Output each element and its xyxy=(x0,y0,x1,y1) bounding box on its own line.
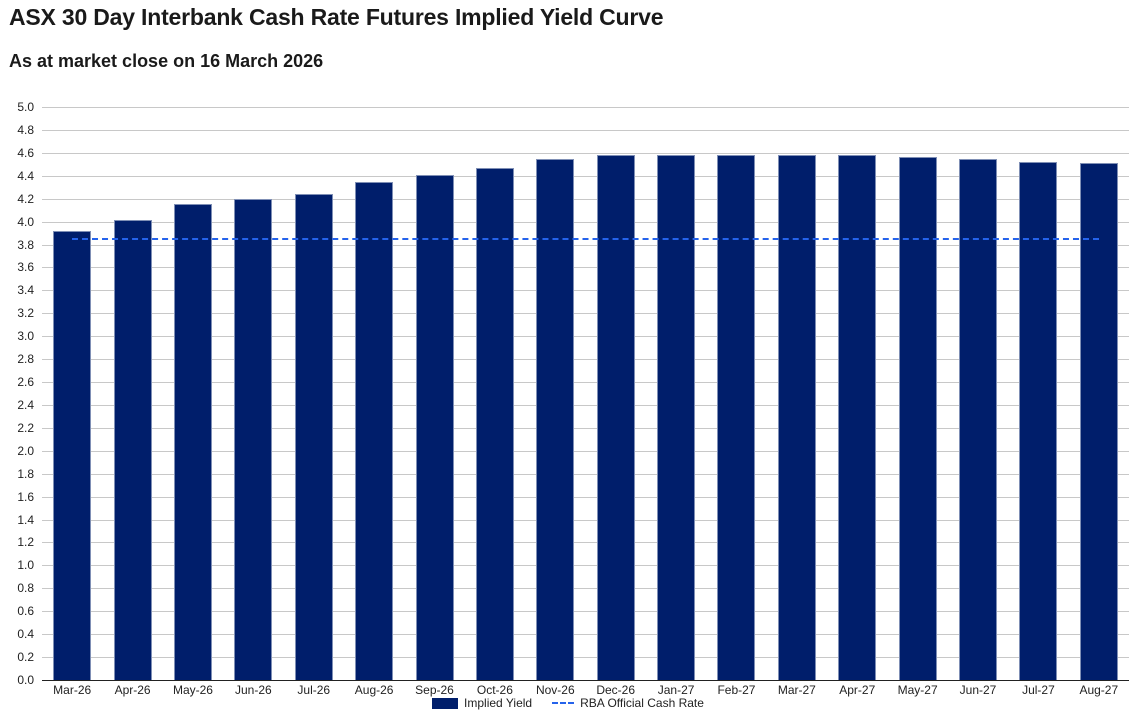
x-axis-line xyxy=(42,680,1129,681)
y-tick-label: 1.6 xyxy=(17,489,34,504)
y-tick-label: 0.0 xyxy=(17,673,34,687)
x-tick-label: Apr-26 xyxy=(114,683,151,697)
bar-implied-yield xyxy=(536,158,575,680)
gridline xyxy=(42,221,1129,223)
bar-implied-yield xyxy=(596,155,635,680)
gridline xyxy=(42,404,1129,406)
y-tick-label: 2.6 xyxy=(17,375,34,390)
gridline xyxy=(42,588,1129,590)
y-tick-label: 4.2 xyxy=(17,191,34,206)
y-tick-label: 0.8 xyxy=(17,581,34,596)
bar-implied-yield xyxy=(838,155,877,680)
y-tick-label: 4.6 xyxy=(17,145,34,160)
gridline xyxy=(42,175,1129,177)
gridline xyxy=(42,450,1129,452)
y-tick-label: 0.2 xyxy=(17,650,34,665)
x-tick-label: Jun-27 xyxy=(959,683,997,697)
gridline xyxy=(42,611,1129,613)
legend: Implied Yield RBA Official Cash Rate xyxy=(0,696,1136,710)
bar-implied-yield xyxy=(717,155,756,680)
bar-implied-yield xyxy=(355,181,394,680)
gridline xyxy=(42,198,1129,200)
x-tick-label: May-27 xyxy=(897,683,938,697)
gridline xyxy=(42,382,1129,384)
x-tick-label: Aug-27 xyxy=(1079,683,1119,697)
x-tick-label: Dec-26 xyxy=(596,683,636,697)
bar-implied-yield xyxy=(173,204,212,680)
gridline xyxy=(42,496,1129,498)
bar-implied-yield xyxy=(234,198,273,680)
gridline xyxy=(42,152,1129,154)
x-tick-label: Aug-26 xyxy=(354,683,394,697)
x-tick-label: Sep-26 xyxy=(415,683,454,697)
y-tick-label: 1.0 xyxy=(17,558,34,573)
x-tick-label: Apr-27 xyxy=(839,683,876,697)
gridline xyxy=(42,565,1129,567)
y-tick-label: 1.2 xyxy=(17,535,34,550)
gridline xyxy=(42,634,1129,636)
gridline xyxy=(42,427,1129,429)
y-tick-label: 2.0 xyxy=(17,443,34,458)
x-tick-label: Nov-26 xyxy=(535,683,575,697)
chart-title: ASX 30 Day Interbank Cash Rate Futures I… xyxy=(9,4,664,30)
y-tick-label: 0.4 xyxy=(17,627,34,642)
y-tick-label: 3.6 xyxy=(17,260,34,275)
x-tick-label: Mar-26 xyxy=(53,683,92,697)
chart-subtitle: As at market close on 16 March 2026 xyxy=(9,51,324,71)
y-tick-label: 4.4 xyxy=(17,168,34,183)
y-tick-label: 2.2 xyxy=(17,420,34,435)
bar-implied-yield xyxy=(1079,163,1118,680)
y-tick-label: 3.0 xyxy=(17,329,34,344)
bar-implied-yield xyxy=(959,158,998,680)
bar-implied-yield xyxy=(777,155,816,680)
bar-implied-yield xyxy=(475,167,514,680)
gridline xyxy=(42,657,1129,659)
y-tick-label: 2.8 xyxy=(17,352,34,367)
x-tick-label: Mar-27 xyxy=(777,683,816,697)
gridline xyxy=(42,473,1129,475)
legend-implied-yield: Implied Yield xyxy=(464,696,533,710)
y-tick-label: 4.0 xyxy=(17,214,34,229)
rba-cash-rate-line xyxy=(72,237,1099,240)
legend-cash-rate: RBA Official Cash Rate xyxy=(580,696,704,710)
x-tick-label: Oct-26 xyxy=(476,683,513,697)
y-tick-label: 5.0 xyxy=(17,100,34,114)
gridline xyxy=(42,290,1129,292)
bar-implied-yield xyxy=(657,155,696,680)
y-tick-label: 3.8 xyxy=(17,237,34,252)
gridline xyxy=(42,313,1129,315)
gridline xyxy=(42,244,1129,246)
implied-yield-swatch-icon xyxy=(432,697,459,709)
bar-implied-yield xyxy=(898,157,937,680)
y-tick-label: 0.6 xyxy=(17,604,34,619)
x-tick-label: Feb-27 xyxy=(717,683,756,697)
gridline xyxy=(42,359,1129,361)
gridline xyxy=(42,336,1129,338)
y-tick-label: 1.8 xyxy=(17,466,34,481)
gridline xyxy=(42,542,1129,544)
y-tick-label: 4.8 xyxy=(17,122,34,137)
gridline xyxy=(42,519,1129,521)
bar-implied-yield xyxy=(113,220,152,680)
x-tick-label: Jun-26 xyxy=(235,683,272,697)
x-tick-label: Jul-26 xyxy=(297,683,331,697)
bar-implied-yield xyxy=(1019,162,1058,680)
gridline xyxy=(42,129,1129,131)
bar-implied-yield xyxy=(294,194,333,680)
gridline xyxy=(42,107,1129,108)
y-tick-label: 1.4 xyxy=(17,512,34,527)
gridline xyxy=(42,267,1129,269)
x-tick-label: Jul-27 xyxy=(1022,683,1055,697)
cash-rate-dash-icon xyxy=(552,702,575,704)
plot-area xyxy=(42,107,1129,680)
y-tick-label: 3.4 xyxy=(17,283,34,298)
bar-implied-yield xyxy=(53,230,92,680)
x-tick-label: May-26 xyxy=(172,683,213,697)
x-tick-label: Jan-27 xyxy=(657,683,695,697)
y-tick-label: 2.4 xyxy=(17,397,34,412)
y-tick-label: 3.2 xyxy=(17,306,34,321)
bar-implied-yield xyxy=(415,174,454,680)
